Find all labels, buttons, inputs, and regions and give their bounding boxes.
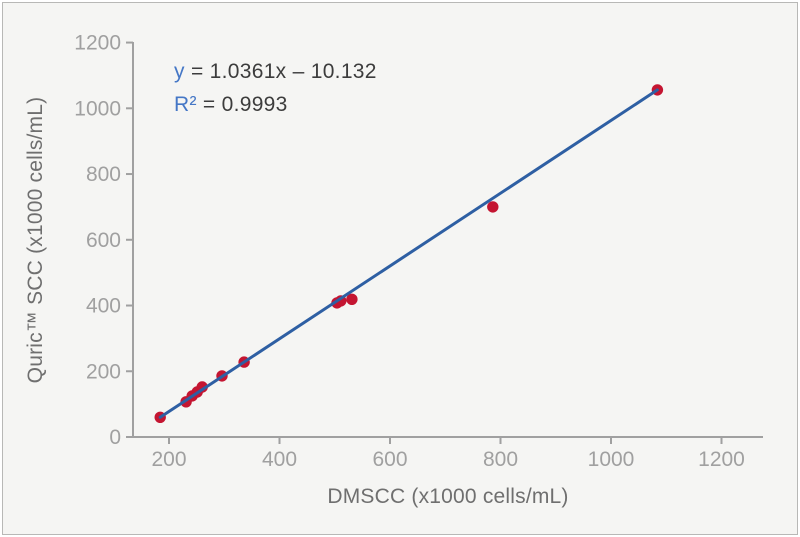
y-axis-tick-label: 0 xyxy=(109,426,121,449)
y-axis-tick-label: 1000 xyxy=(74,97,121,120)
regression-annotation: y = 1.0361x – 10.132 R² = 0.9993 xyxy=(174,55,377,121)
y-axis-tick-label: 600 xyxy=(86,229,121,252)
y-axis-title: Quric™ SCC (x1000 cells/mL) xyxy=(24,97,47,384)
y-axis-tick-label: 400 xyxy=(86,295,121,318)
x-axis-tick-label: 400 xyxy=(262,448,297,471)
x-axis-title: DMSCC (x1000 cells/mL) xyxy=(327,485,568,508)
x-axis-tick-label: 200 xyxy=(151,448,186,471)
r-squared-lhs: R² xyxy=(174,93,197,116)
data-point xyxy=(487,201,499,213)
trend-line xyxy=(158,88,659,419)
equation-text: y = 1.0361x – 10.132 xyxy=(174,55,377,88)
r-squared-text: R² = 0.9993 xyxy=(174,88,377,121)
y-axis-tick-label: 1200 xyxy=(74,32,121,55)
y-axis-tick-label: 200 xyxy=(86,360,121,383)
x-axis-tick-label: 1200 xyxy=(698,448,745,471)
x-axis-tick-label: 1000 xyxy=(588,448,635,471)
equation-rhs: = 1.0361x – 10.132 xyxy=(184,60,377,83)
x-axis-tick-label: 600 xyxy=(372,448,407,471)
x-axis-tick-label: 800 xyxy=(483,448,518,471)
equation-lhs: y xyxy=(174,60,185,83)
r-squared-rhs: = 0.9993 xyxy=(196,93,288,116)
y-axis-tick-label: 800 xyxy=(86,163,121,186)
data-point xyxy=(346,293,358,305)
